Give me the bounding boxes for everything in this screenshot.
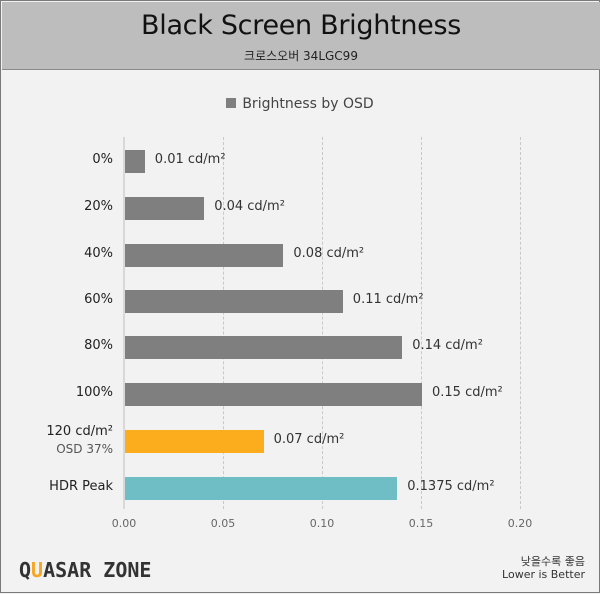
x-tick-label: 0.05 xyxy=(210,517,236,530)
category-label: 80% xyxy=(84,338,113,353)
chart-title: Black Screen Brightness xyxy=(141,10,461,41)
value-label: 0.11 cd/m² xyxy=(352,292,424,307)
legend-swatch-icon xyxy=(226,98,237,108)
y-axis-line xyxy=(123,137,125,509)
bar xyxy=(125,430,264,453)
category-label: 60% xyxy=(84,292,113,307)
category-label: HDR Peak xyxy=(49,479,113,494)
value-label: 0.01 cd/m² xyxy=(154,152,226,167)
x-tick-label: 0.00 xyxy=(111,517,137,530)
bar xyxy=(125,290,343,313)
x-tick-label: 0.10 xyxy=(309,517,335,530)
category-label: 120 cd/m² xyxy=(46,424,113,439)
chart-header: Black Screen Brightness 크로스오버 34LGC99 xyxy=(2,2,600,70)
gridline xyxy=(322,137,323,509)
category-label: 100% xyxy=(75,385,113,400)
category-sublabel: OSD 37% xyxy=(56,442,113,456)
legend: Brightness by OSD xyxy=(1,96,599,112)
x-tick-label: 0.20 xyxy=(507,517,533,530)
bar xyxy=(125,150,145,173)
value-label: 0.07 cd/m² xyxy=(273,432,345,447)
value-label: 0.1375 cd/m² xyxy=(407,479,495,494)
chart-subtitle: 크로스오버 34LGC99 xyxy=(244,49,358,63)
category-label: 0% xyxy=(92,152,113,167)
gridline xyxy=(421,137,422,509)
gridline xyxy=(223,137,224,509)
category-label: 20% xyxy=(84,199,113,214)
bar xyxy=(125,197,205,220)
bar xyxy=(125,336,403,359)
value-label: 0.08 cd/m² xyxy=(293,246,365,261)
note-korean: 낮을수록 좋음 xyxy=(520,555,585,568)
value-label: 0.14 cd/m² xyxy=(412,338,483,353)
x-tick-label: 0.15 xyxy=(408,517,434,530)
quasarzone-logo: QUASAR ZONE xyxy=(19,558,152,582)
bar xyxy=(125,477,398,500)
category-label: 40% xyxy=(84,246,113,261)
gridline xyxy=(520,137,521,509)
note-lower-is-better: Lower is Better xyxy=(502,568,585,581)
bar xyxy=(125,244,284,267)
value-label: 0.15 cd/m² xyxy=(432,385,503,400)
legend-label: Brightness by OSD xyxy=(242,96,374,112)
value-label: 0.04 cd/m² xyxy=(214,199,285,214)
bar xyxy=(125,383,422,406)
